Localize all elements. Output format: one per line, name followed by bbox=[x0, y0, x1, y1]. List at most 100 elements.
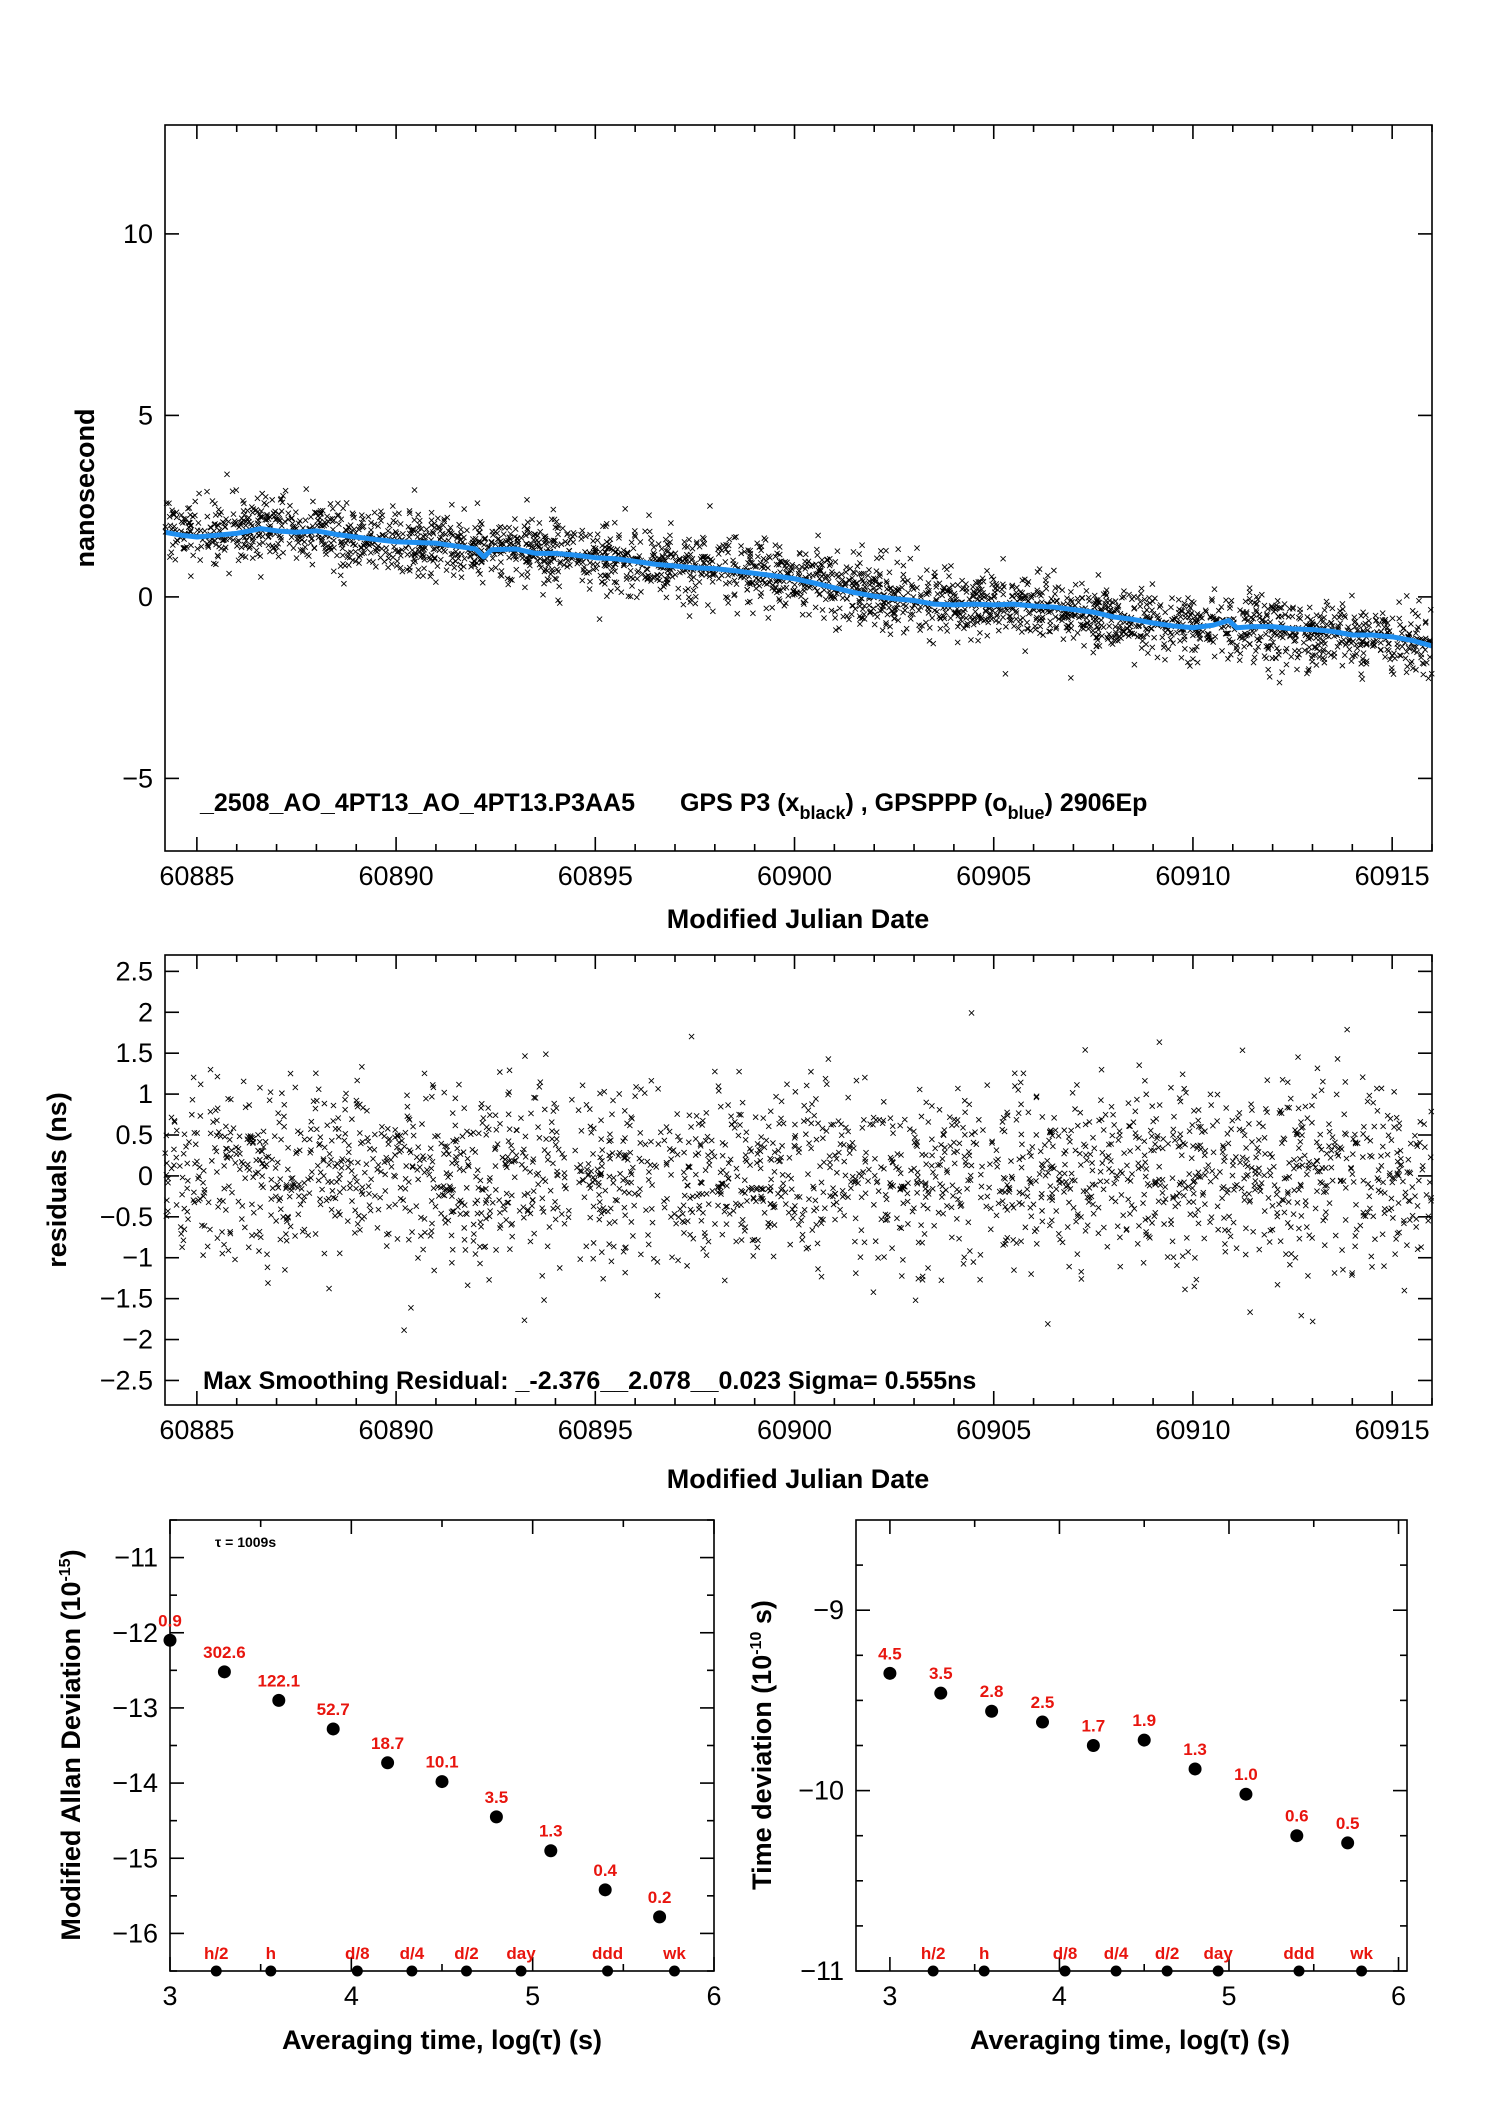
p1-point bbox=[903, 603, 909, 609]
p2-point bbox=[577, 1256, 584, 1263]
p1-point bbox=[477, 571, 483, 577]
p1-point bbox=[500, 531, 507, 538]
p2-point bbox=[900, 1200, 907, 1207]
p1-point bbox=[1151, 634, 1158, 641]
p2-point bbox=[1279, 1140, 1285, 1147]
p1-point bbox=[1072, 581, 1079, 588]
p1-point bbox=[1108, 634, 1115, 641]
p2-point bbox=[1201, 1235, 1208, 1242]
p1-point bbox=[1251, 654, 1258, 661]
p1-point bbox=[995, 606, 1002, 613]
p1-point bbox=[230, 537, 237, 543]
p2-point bbox=[727, 1156, 734, 1163]
p1-point bbox=[524, 525, 531, 532]
p1-point bbox=[1194, 617, 1201, 623]
p2-point bbox=[365, 1138, 372, 1145]
p2-point bbox=[1028, 1153, 1034, 1160]
p1-point bbox=[1408, 658, 1415, 665]
p1-point bbox=[280, 492, 286, 499]
p1-point bbox=[765, 614, 772, 621]
p2-point bbox=[1312, 1205, 1319, 1212]
p2-point bbox=[207, 1108, 214, 1115]
p1-point bbox=[265, 516, 272, 523]
p2-point bbox=[527, 1169, 534, 1175]
p2-point bbox=[1391, 1124, 1398, 1130]
p2-point bbox=[1269, 1226, 1276, 1233]
p2-point bbox=[478, 1105, 484, 1111]
p1-x-axis-label: Modified Julian Date bbox=[667, 904, 930, 934]
p2-point bbox=[1203, 1167, 1210, 1173]
p1-point bbox=[1358, 671, 1365, 678]
p2-point bbox=[1331, 1270, 1338, 1276]
p2-point bbox=[219, 1229, 225, 1235]
p2-point bbox=[620, 1177, 627, 1184]
p1-point bbox=[1351, 614, 1358, 621]
p2-point bbox=[840, 1141, 847, 1148]
p1-point bbox=[900, 562, 907, 569]
p2-point bbox=[948, 1122, 955, 1129]
p2-point bbox=[1018, 1131, 1025, 1138]
p1-point bbox=[1043, 585, 1050, 592]
p2-point bbox=[1298, 1124, 1305, 1131]
p2-point bbox=[1386, 1170, 1393, 1177]
p1-point bbox=[214, 552, 221, 559]
p2-point bbox=[200, 1179, 206, 1186]
p1-point bbox=[861, 616, 868, 622]
p1-point bbox=[885, 599, 892, 606]
p1-point bbox=[586, 586, 593, 592]
p2-point bbox=[1299, 1162, 1306, 1169]
p2-point bbox=[513, 1127, 520, 1134]
p2-point bbox=[496, 1197, 503, 1204]
p1-point bbox=[856, 621, 863, 627]
p1-point bbox=[555, 568, 562, 575]
p1-point bbox=[256, 541, 263, 548]
p2-point bbox=[544, 1243, 551, 1250]
p1-point bbox=[1008, 617, 1015, 624]
p2-point bbox=[835, 1118, 842, 1125]
p1-point bbox=[537, 555, 544, 562]
time-offset-chart: 60885 60890 60895 60900 60905 60910 60915−5051… bbox=[70, 124, 1435, 934]
p2-point bbox=[342, 1106, 349, 1113]
p1-point bbox=[849, 580, 856, 587]
p1-point bbox=[1265, 642, 1271, 649]
p2-point bbox=[1019, 1201, 1025, 1208]
p1-point bbox=[187, 527, 194, 534]
p2-point bbox=[733, 1165, 740, 1172]
p2-point bbox=[306, 1136, 313, 1143]
p2-point bbox=[1392, 1251, 1399, 1258]
p2-point bbox=[919, 1151, 926, 1158]
p2-point bbox=[775, 1190, 781, 1197]
p2-point bbox=[242, 1175, 249, 1182]
p2-point bbox=[778, 1154, 785, 1161]
p2-point bbox=[409, 1163, 416, 1170]
p1-point bbox=[1019, 590, 1026, 596]
p1-point bbox=[798, 563, 805, 570]
p1-point bbox=[909, 584, 916, 590]
p1-point bbox=[754, 540, 761, 547]
p1-point bbox=[361, 549, 368, 556]
p1-point bbox=[334, 552, 340, 559]
p1-point bbox=[587, 559, 593, 566]
p2-point bbox=[385, 1230, 392, 1237]
p2-point bbox=[695, 1120, 702, 1127]
p1-point bbox=[901, 579, 908, 585]
p2-point bbox=[725, 1102, 732, 1109]
p1-point bbox=[865, 572, 871, 579]
p2-point bbox=[195, 1197, 202, 1204]
p2-point bbox=[215, 1203, 222, 1210]
p2-point bbox=[940, 1210, 947, 1217]
p2-point bbox=[1393, 1114, 1400, 1121]
p1-point bbox=[934, 591, 941, 597]
p1-point bbox=[1255, 643, 1262, 650]
p1-point bbox=[1067, 588, 1074, 595]
p2-point bbox=[213, 1148, 220, 1155]
p2-point bbox=[908, 1167, 914, 1174]
p1-point bbox=[917, 575, 924, 581]
p2-point bbox=[407, 1208, 413, 1214]
p1-point bbox=[1168, 604, 1174, 611]
p2-point bbox=[1328, 1164, 1335, 1171]
p1-point bbox=[477, 524, 483, 531]
p1-point bbox=[255, 532, 262, 539]
p1-point bbox=[817, 561, 824, 568]
p1-point bbox=[192, 498, 199, 505]
